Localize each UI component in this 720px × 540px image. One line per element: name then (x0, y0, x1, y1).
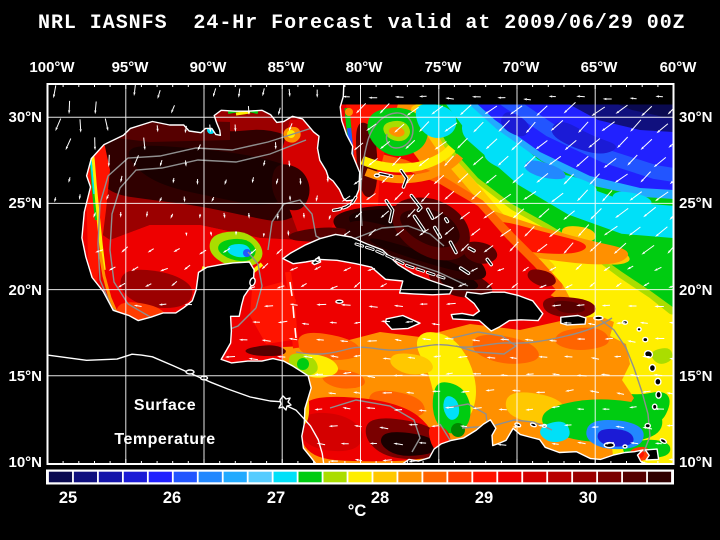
svg-text:30°N: 30°N (8, 109, 42, 126)
svg-text:NRL IASNFS 24-Hr Forecast val: NRL IASNFS 24-Hr Forecast valid at 2009/… (38, 12, 686, 35)
svg-text:29: 29 (475, 489, 493, 507)
svg-text:20°N: 20°N (8, 282, 42, 299)
svg-text:100°W: 100°W (29, 59, 75, 76)
svg-text:28: 28 (371, 489, 389, 507)
svg-text:15°N: 15°N (679, 368, 713, 385)
svg-text:Temperature: Temperature (114, 431, 215, 448)
svg-text:80°W: 80°W (346, 59, 384, 76)
svg-text:26: 26 (163, 489, 181, 507)
svg-text:95°W: 95°W (112, 59, 150, 76)
svg-text:10°N: 10°N (679, 454, 713, 471)
svg-text:30°N: 30°N (679, 109, 713, 126)
svg-text:Surface: Surface (134, 397, 196, 414)
svg-text:27: 27 (267, 489, 285, 507)
svg-text:25°N: 25°N (8, 195, 42, 212)
svg-text:65°W: 65°W (581, 59, 619, 76)
svg-text:85°W: 85°W (268, 59, 306, 76)
svg-text:75°W: 75°W (425, 59, 463, 76)
svg-text:90°W: 90°W (190, 59, 228, 76)
svg-text:20°N: 20°N (679, 282, 713, 299)
svg-text:15°N: 15°N (8, 368, 42, 385)
svg-text:70°W: 70°W (503, 59, 541, 76)
svg-text:10°N: 10°N (8, 454, 42, 471)
svg-text:60°W: 60°W (660, 59, 698, 76)
svg-text:30: 30 (579, 489, 597, 507)
svg-text:25°N: 25°N (679, 195, 713, 212)
svg-text:°C: °C (348, 502, 367, 520)
svg-text:25: 25 (59, 489, 77, 507)
